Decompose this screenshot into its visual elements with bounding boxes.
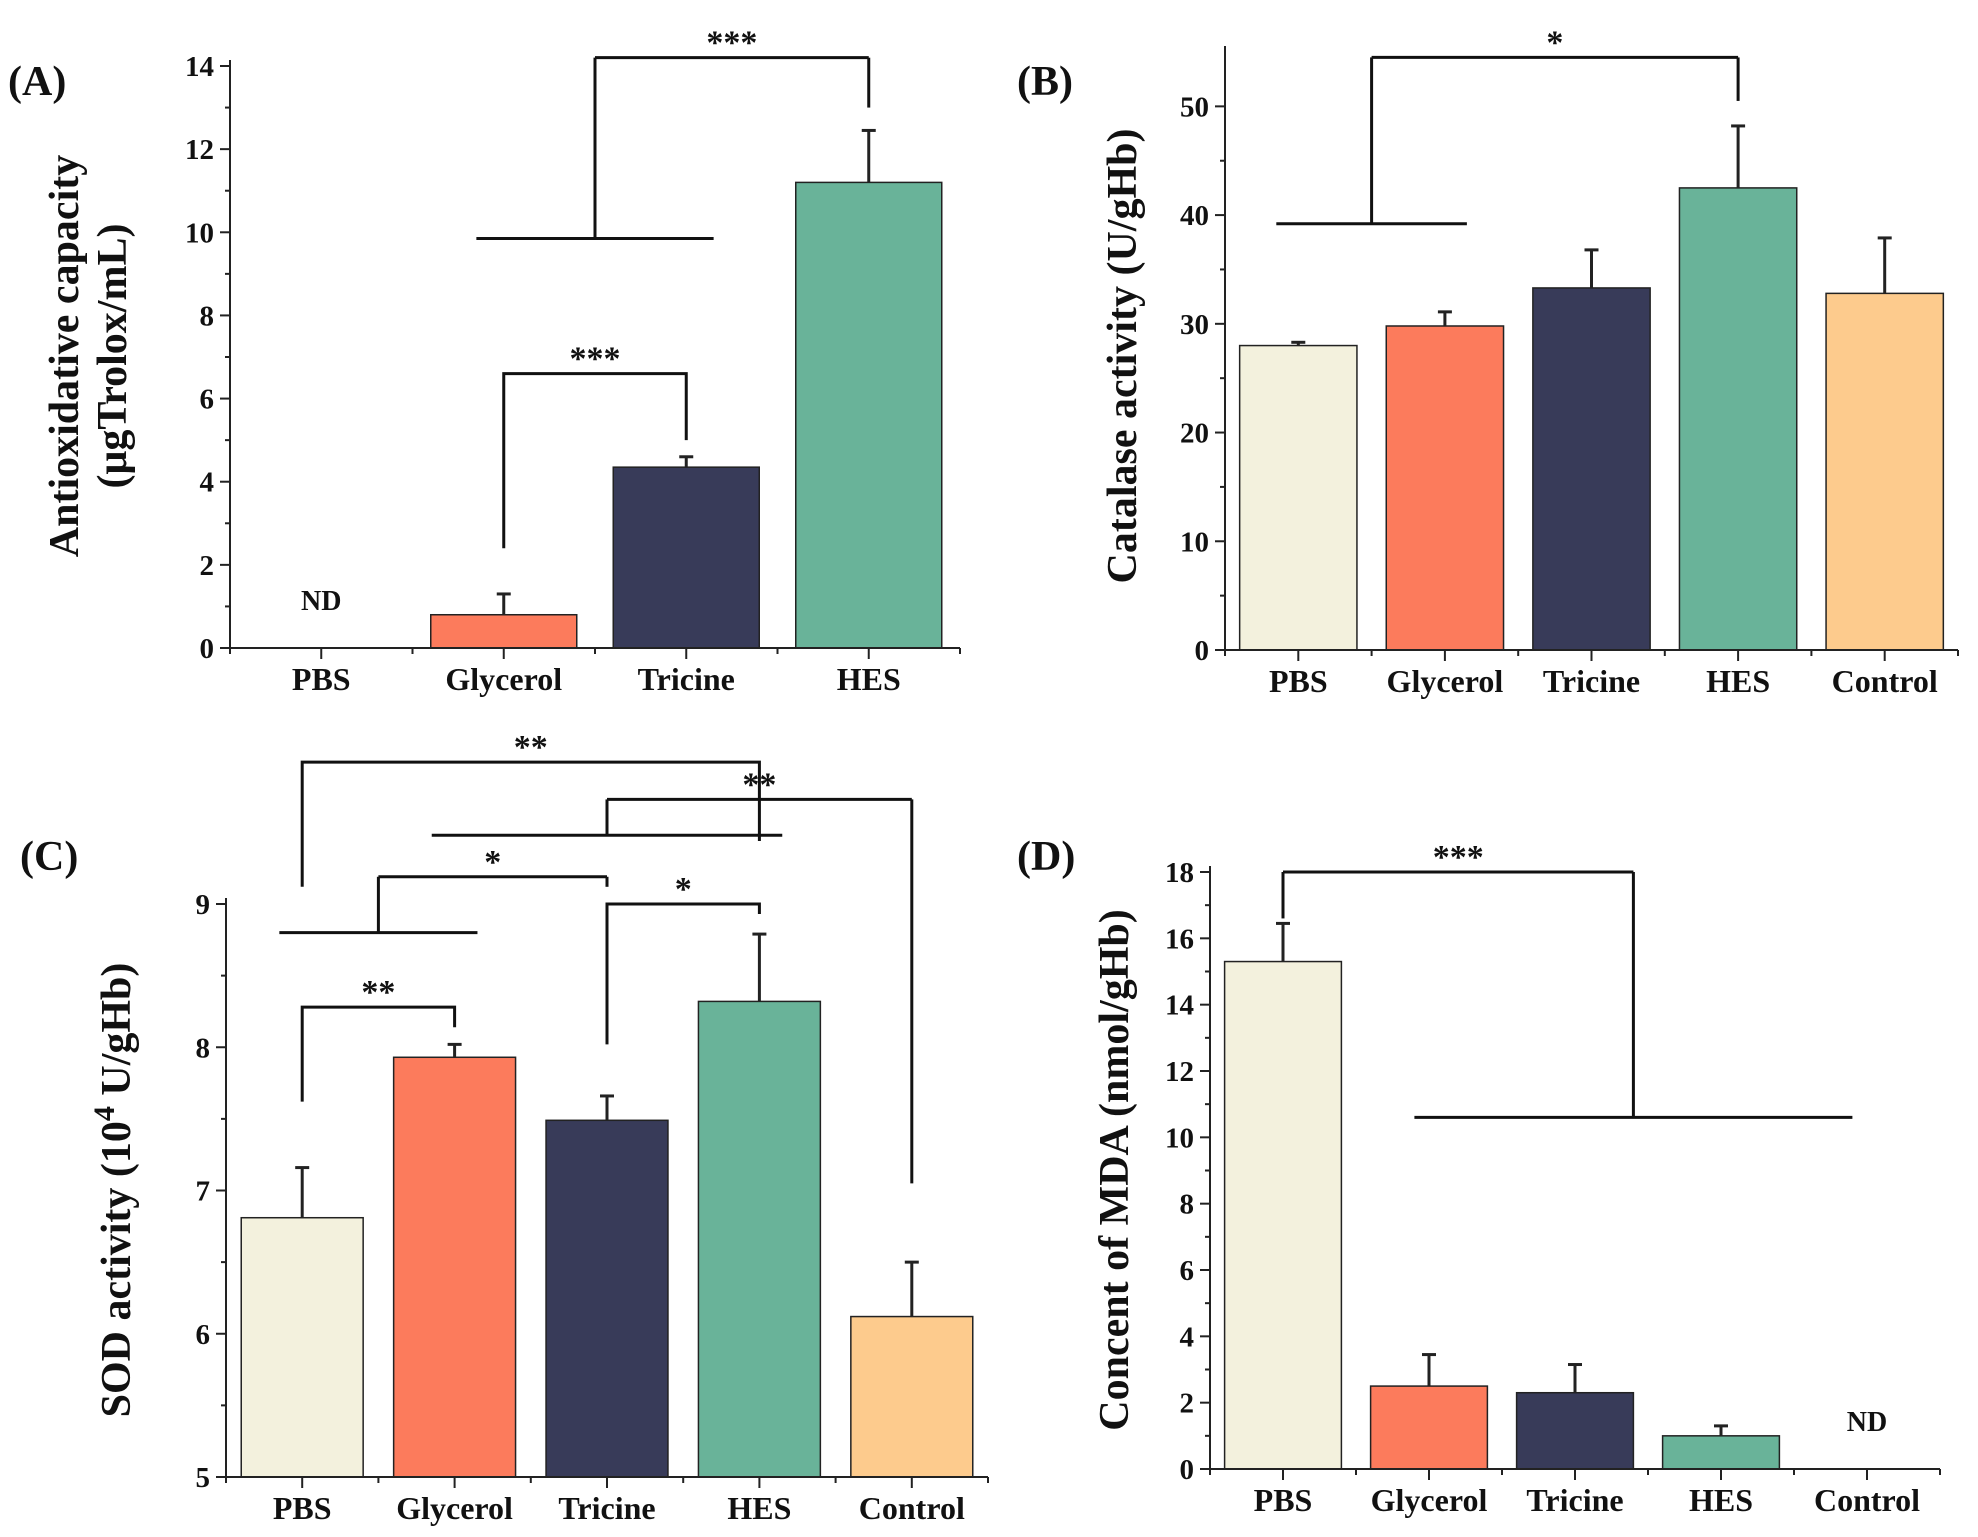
- x-tick-label: Tricine: [558, 1490, 655, 1526]
- panel-label: (B): [1017, 59, 1073, 105]
- bar-pbs: [1238, 344, 1358, 651]
- y-tick-label: 20: [1180, 418, 1209, 450]
- significance-bracket: [605, 902, 761, 1045]
- y-tick-label: 6: [200, 384, 215, 416]
- bar-glycerol: [1369, 1385, 1489, 1470]
- bar-hes: [795, 181, 943, 649]
- x-tick-label: HES: [1689, 1482, 1753, 1518]
- significance-label: *: [1546, 24, 1563, 61]
- y-tick-label: 12: [185, 134, 214, 166]
- y-tick-label: 0: [1180, 1454, 1195, 1486]
- x-tick-label: HES: [837, 661, 901, 697]
- x-tick-label: Glycerol: [1387, 663, 1504, 699]
- significance-label: ***: [1433, 839, 1484, 876]
- panel-c: (C) 5 6 7 8 9 PBS Glycerol Tricine HES Control SOD …: [20, 729, 989, 1526]
- x-tick-label: Glycerol: [1371, 1482, 1488, 1518]
- y-axis-title-part: U/gHb): [94, 963, 140, 1107]
- panel-label: (D): [1017, 834, 1075, 880]
- y-tick-label: 18: [1165, 857, 1194, 889]
- bar-control: [1825, 292, 1945, 651]
- significance-label: *: [484, 844, 501, 881]
- x-tick-label: Tricine: [1543, 663, 1640, 699]
- y-tick-label: 2: [200, 550, 215, 582]
- y-tick-label: 2: [1180, 1388, 1195, 1420]
- panel-d: (D) ND 0 2 4 6 8 10 12 14 16 18 PBS Glycerol Tricine HE…: [1017, 834, 1941, 1518]
- bar-tricine: [1515, 1391, 1635, 1470]
- x-tick-label: Control: [1814, 1482, 1920, 1518]
- bar-pbs: [240, 1216, 364, 1478]
- significance-label: **: [361, 974, 395, 1011]
- x-tick-label: PBS: [1269, 663, 1328, 699]
- y-tick-label: 14: [1165, 990, 1194, 1022]
- y-axis-title: Concent of MDA (nmol/gHb): [1092, 909, 1138, 1430]
- y-axis-title-line: Catalase activity (U/gHb): [1100, 129, 1146, 584]
- x-tick-label: Glycerol: [396, 1490, 513, 1526]
- y-tick-label: 16: [1165, 923, 1194, 955]
- x-tick-label: PBS: [1254, 1482, 1313, 1518]
- y-axis-title-exponent: 4: [88, 1106, 121, 1121]
- y-axis-title-line: Concent of MDA (nmol/gHb): [1092, 909, 1138, 1430]
- significance-bracket: [502, 372, 688, 549]
- nd-label: ND: [1847, 1407, 1887, 1438]
- significance-label: **: [514, 729, 548, 766]
- y-tick-label: 7: [196, 1176, 211, 1208]
- y-axis-title-line: (μgTrolox/mL): [90, 224, 136, 489]
- bar-tricine: [612, 466, 760, 649]
- bar-hes: [1661, 1435, 1781, 1470]
- significance-label: ***: [570, 341, 621, 378]
- significance-label: ***: [706, 25, 757, 62]
- y-axis-title-line: Antioxidative capacity: [42, 155, 88, 557]
- significance-label: *: [675, 871, 692, 908]
- y-axis-title: Catalase activity (U/gHb): [1100, 129, 1146, 584]
- y-tick-label: 10: [185, 217, 214, 249]
- y-tick-label: 8: [196, 1032, 211, 1064]
- bar-glycerol: [430, 613, 578, 649]
- x-tick-label: PBS: [292, 661, 351, 697]
- x-tick-label: Glycerol: [445, 661, 562, 697]
- y-tick-label: 4: [200, 467, 215, 499]
- significance-bracket: [300, 1005, 457, 1102]
- x-tick-label: HES: [1706, 663, 1770, 699]
- y-axis-title: SOD activity (104 U/gHb): [88, 963, 140, 1418]
- panel-b: (B) 0 10 20 30 40 50 PBS Glycerol Tricine HES Contr…: [1017, 24, 1959, 699]
- bar-tricine: [1532, 287, 1651, 651]
- significance-bracket: [300, 760, 761, 887]
- x-tick-label: Control: [859, 1490, 965, 1526]
- y-tick-label: 12: [1165, 1056, 1194, 1088]
- bar-glycerol: [392, 1056, 517, 1478]
- y-tick-label: 0: [200, 633, 215, 665]
- y-tick-label: 50: [1180, 91, 1209, 123]
- x-tick-label: Tricine: [638, 661, 735, 697]
- bar-glycerol: [1385, 325, 1505, 651]
- y-tick-label: 0: [1195, 635, 1210, 667]
- y-tick-label: 8: [1180, 1189, 1195, 1221]
- x-tick-label: HES: [727, 1490, 791, 1526]
- y-tick-label: 4: [1180, 1321, 1195, 1353]
- y-axis-title-part: SOD activity (10: [94, 1121, 140, 1417]
- bar-hes: [697, 1000, 822, 1478]
- y-tick-label: 40: [1180, 200, 1209, 232]
- nd-label: ND: [301, 586, 341, 617]
- y-tick-label: 14: [185, 51, 214, 83]
- y-tick-label: 10: [1165, 1122, 1194, 1154]
- bar-hes: [1678, 187, 1798, 651]
- x-tick-label: PBS: [273, 1490, 332, 1526]
- y-tick-label: 6: [196, 1319, 211, 1351]
- x-tick-label: Control: [1832, 663, 1938, 699]
- panel-label: (C): [20, 834, 78, 880]
- bar-tricine: [545, 1119, 669, 1478]
- panel-label: (A): [8, 59, 66, 105]
- y-tick-label: 9: [196, 889, 211, 921]
- panel-a: (A) ND 0 2 4 6 8 10 12 14 PBS Glycerol Tricine HES Ant…: [8, 25, 961, 697]
- x-tick-label: Tricine: [1526, 1482, 1623, 1518]
- y-tick-label: 30: [1180, 309, 1209, 341]
- y-tick-label: 10: [1180, 526, 1209, 558]
- y-axis-title: Antioxidative capacity(μgTrolox/mL): [42, 155, 136, 557]
- bar-pbs: [1223, 960, 1343, 1470]
- y-tick-label: 8: [200, 300, 215, 332]
- y-tick-label: 5: [196, 1462, 211, 1494]
- y-tick-label: 6: [1180, 1255, 1195, 1287]
- bar-control: [850, 1315, 974, 1478]
